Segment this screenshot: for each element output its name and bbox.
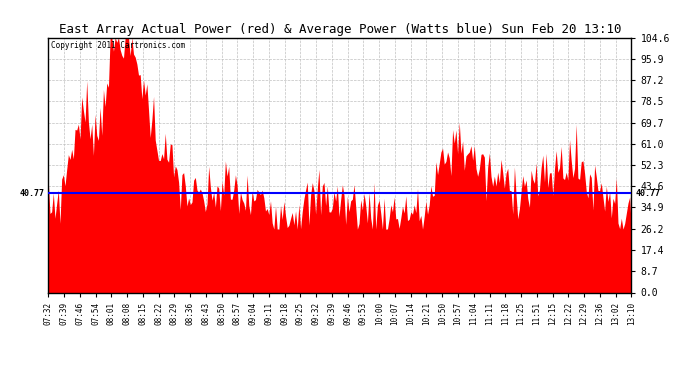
Text: 40.77: 40.77	[19, 189, 44, 198]
Title: East Array Actual Power (red) & Average Power (Watts blue) Sun Feb 20 13:10: East Array Actual Power (red) & Average …	[59, 23, 621, 36]
Text: Copyright 2011 Cartronics.com: Copyright 2011 Cartronics.com	[51, 41, 186, 50]
Text: 40.77: 40.77	[635, 189, 660, 198]
